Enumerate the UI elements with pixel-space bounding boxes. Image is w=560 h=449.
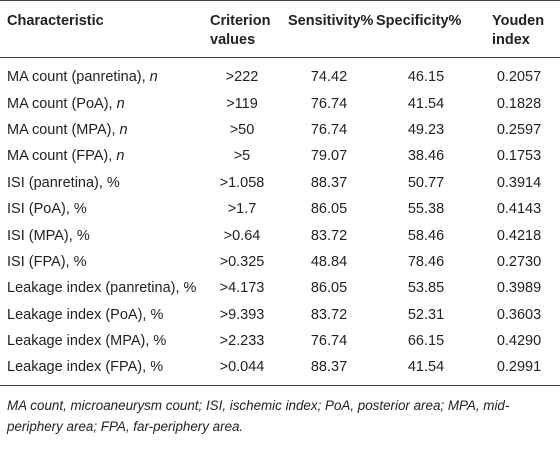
criterion-value-cell: >1.058: [219, 174, 265, 191]
youden-index-cell: 0.4218: [496, 227, 542, 244]
table-row: ISI (FPA), % >0.325 48.84 78.46 0.2730: [0, 249, 560, 275]
characteristic-label: Leakage index (panretina), %: [7, 280, 197, 297]
youden-index-cell: 0.2991: [478, 354, 560, 386]
header-row: Characteristic Criterion values Sensitiv…: [0, 0, 560, 58]
header-characteristic: Characteristic: [0, 0, 200, 58]
header-sensitivity: Sensitivity%: [284, 0, 374, 58]
criterion-value-cell: >4.173: [219, 280, 265, 297]
specificity-cell: 66.15: [407, 333, 445, 350]
characteristic-label: ISI (PoA), %: [7, 201, 87, 218]
sensitivity-cell: 83.72: [310, 227, 348, 244]
characteristic-cell: MA count (panretina), n: [0, 58, 200, 91]
specificity-cell: 53.85: [407, 280, 445, 297]
characteristic-cell: MA count (FPA), n: [0, 143, 200, 169]
criterion-value-cell: >222: [225, 69, 259, 86]
roc-criteria-table: Characteristic Criterion values Sensitiv…: [0, 0, 560, 386]
characteristic-label: Leakage index (PoA), %: [7, 306, 164, 323]
table-row: MA count (MPA), n >50 76.74 49.23 0.2597: [0, 117, 560, 143]
header-youden-index: Youden index: [478, 0, 560, 58]
youden-index-cell: 0.4290: [496, 333, 542, 350]
specificity-cell: 78.46: [407, 253, 445, 270]
table-body: MA count (panretina), n >222 74.42 46.15 0.2…: [0, 58, 560, 386]
characteristic-cell: Leakage index (panretina), %: [0, 275, 200, 301]
table-row: ISI (PoA), % >1.7 86.05 55.38 0.4143: [0, 196, 560, 222]
table-row: ISI (panretina), % >1.058 88.37 50.77 0.3914: [0, 170, 560, 196]
table-row: MA count (panretina), n >222 74.42 46.15 0.2…: [0, 58, 560, 91]
specificity-cell: 49.23: [407, 121, 445, 138]
specificity-cell: 38.46: [407, 148, 445, 165]
sensitivity-cell: 76.74: [310, 333, 348, 350]
sensitivity-cell: 86.05: [310, 280, 348, 297]
characteristic-unit: n: [116, 95, 125, 112]
youden-index-cell: 0.2730: [496, 253, 542, 270]
characteristic-cell: Leakage index (PoA), %: [0, 302, 200, 328]
criterion-value-cell: >9.393: [219, 306, 265, 323]
youden-index-cell: 0.2597: [496, 121, 542, 138]
youden-index-cell: 0.3603: [496, 306, 542, 323]
youden-index-cell: 0.1828: [496, 95, 542, 112]
table-row: MA count (PoA), n >119 76.74 41.54 0.1828: [0, 90, 560, 116]
characteristic-unit: n: [116, 148, 125, 165]
characteristic-label: Leakage index (MPA), %: [7, 333, 167, 350]
characteristic-cell: MA count (MPA), n: [0, 117, 200, 143]
characteristic-label: ISI (FPA), %: [7, 253, 87, 270]
criterion-value-cell: >50: [229, 121, 255, 138]
characteristic-label: ISI (panretina), %: [7, 174, 120, 191]
characteristic-label: Leakage index (FPA), %: [7, 359, 164, 376]
table-footnote: MA count, microaneurysm count; ISI, isch…: [7, 397, 510, 434]
criterion-value-cell: >5: [233, 148, 251, 165]
characteristic-cell: ISI (panretina), %: [0, 170, 200, 196]
sensitivity-cell: 83.72: [310, 306, 348, 323]
characteristic-label: ISI (MPA), %: [7, 227, 90, 244]
table-row: MA count (FPA), n >5 79.07 38.46 0.1753: [0, 143, 560, 169]
characteristic-label: MA count (FPA),: [7, 148, 117, 165]
specificity-cell: 50.77: [407, 174, 445, 191]
sensitivity-cell: 86.05: [310, 201, 348, 218]
characteristic-cell: Leakage index (FPA), %: [0, 354, 200, 386]
header-specificity: Specificity%: [374, 0, 478, 58]
youden-index-cell: 0.4143: [496, 201, 542, 218]
characteristic-cell: ISI (FPA), %: [0, 249, 200, 275]
sensitivity-cell: 88.37: [310, 174, 348, 191]
specificity-cell: 41.54: [374, 354, 478, 386]
youden-index-cell: 0.2057: [496, 69, 542, 86]
characteristic-label: MA count (PoA),: [7, 95, 117, 112]
sensitivity-cell: 48.84: [310, 253, 348, 270]
specificity-cell: 41.54: [407, 95, 445, 112]
sensitivity-cell: 88.37: [284, 354, 374, 386]
sensitivity-cell: 76.74: [310, 95, 348, 112]
specificity-cell: 55.38: [407, 201, 445, 218]
criterion-value-cell: >119: [226, 95, 258, 112]
specificity-cell: 46.15: [407, 69, 445, 86]
youden-index-cell: 0.1753: [496, 148, 542, 165]
specificity-cell: 58.46: [407, 227, 445, 244]
sensitivity-cell: 76.74: [310, 121, 348, 138]
characteristic-cell: Leakage index (MPA), %: [0, 328, 200, 354]
characteristic-label: MA count (MPA),: [7, 121, 120, 138]
characteristic-cell: MA count (PoA), n: [0, 90, 200, 116]
characteristic-label: MA count (panretina),: [7, 69, 150, 86]
youden-index-cell: 0.3989: [496, 280, 542, 297]
header-criterion-values: Criterion values: [200, 0, 284, 58]
sensitivity-cell: 79.07: [310, 148, 348, 165]
criterion-value-cell: >0.044: [200, 354, 284, 386]
characteristic-cell: ISI (MPA), %: [0, 222, 200, 248]
criterion-value-cell: >0.325: [219, 253, 265, 270]
table-row: Leakage index (FPA), % >0.044 88.37 41.54 0.…: [0, 354, 560, 386]
sensitivity-cell: 74.42: [310, 69, 348, 86]
youden-index-cell: 0.3914: [496, 174, 542, 191]
criterion-value-cell: >2.233: [219, 333, 265, 350]
criterion-value-cell: >0.64: [223, 227, 261, 244]
table-row: Leakage index (MPA), % >2.233 76.74 66.15 0.…: [0, 328, 560, 354]
criterion-value-cell: >1.7: [227, 201, 257, 218]
characteristic-unit: n: [119, 121, 128, 138]
table-row: ISI (MPA), % >0.64 83.72 58.46 0.4218: [0, 222, 560, 248]
characteristic-unit: n: [149, 69, 158, 86]
characteristic-cell: ISI (PoA), %: [0, 196, 200, 222]
specificity-cell: 52.31: [407, 306, 445, 323]
table-row: Leakage index (panretina), % >4.173 86.05 5…: [0, 275, 560, 301]
table-row: Leakage index (PoA), % >9.393 83.72 52.31 0.…: [0, 302, 560, 328]
